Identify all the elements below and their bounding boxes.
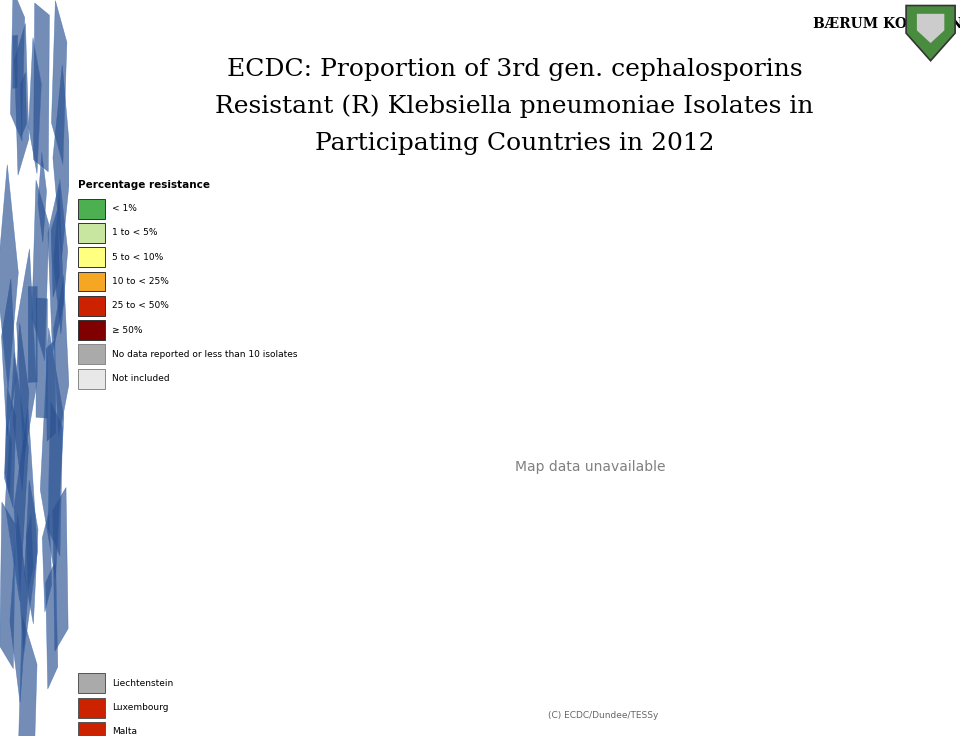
Polygon shape bbox=[14, 24, 29, 175]
Polygon shape bbox=[25, 480, 38, 624]
Bar bbox=[78, 673, 105, 693]
Polygon shape bbox=[53, 487, 68, 651]
Text: Participating Countries in 2012: Participating Countries in 2012 bbox=[315, 132, 714, 155]
Bar bbox=[78, 722, 105, 736]
Text: 1 to < 5%: 1 to < 5% bbox=[112, 228, 157, 238]
Text: Luxembourg: Luxembourg bbox=[112, 703, 168, 712]
Polygon shape bbox=[40, 328, 63, 578]
Polygon shape bbox=[12, 35, 18, 88]
Text: 5 to < 10%: 5 to < 10% bbox=[112, 252, 163, 262]
Polygon shape bbox=[29, 38, 41, 174]
Bar bbox=[78, 320, 105, 340]
Polygon shape bbox=[26, 514, 34, 590]
Bar bbox=[78, 698, 105, 718]
Bar bbox=[78, 344, 105, 364]
Polygon shape bbox=[5, 422, 12, 495]
Polygon shape bbox=[53, 179, 67, 334]
Text: 10 to < 25%: 10 to < 25% bbox=[112, 277, 169, 286]
Text: 25 to < 50%: 25 to < 50% bbox=[112, 301, 169, 311]
Text: No data reported or less than 10 isolates: No data reported or less than 10 isolate… bbox=[112, 350, 298, 359]
Polygon shape bbox=[906, 6, 955, 61]
Text: < 1%: < 1% bbox=[112, 204, 136, 213]
Polygon shape bbox=[2, 279, 16, 436]
Bar bbox=[78, 223, 105, 243]
Polygon shape bbox=[53, 65, 71, 258]
Polygon shape bbox=[28, 286, 37, 383]
Polygon shape bbox=[11, 0, 25, 141]
Polygon shape bbox=[52, 1, 67, 165]
Polygon shape bbox=[38, 152, 46, 242]
Bar bbox=[78, 247, 105, 267]
Bar bbox=[78, 369, 105, 389]
Polygon shape bbox=[32, 180, 49, 361]
Polygon shape bbox=[46, 560, 58, 689]
Text: BÆRUM KOMMUNE: BÆRUM KOMMUNE bbox=[813, 16, 960, 31]
Polygon shape bbox=[48, 400, 62, 556]
Polygon shape bbox=[13, 403, 37, 655]
Text: ECDC: Proportion of 3rd gen. cephalosporins: ECDC: Proportion of 3rd gen. cephalospor… bbox=[227, 58, 803, 82]
Text: Malta: Malta bbox=[112, 727, 137, 736]
Polygon shape bbox=[54, 275, 69, 439]
Polygon shape bbox=[34, 3, 49, 171]
Polygon shape bbox=[16, 249, 36, 460]
Polygon shape bbox=[36, 298, 47, 418]
Text: Liechtenstein: Liechtenstein bbox=[112, 679, 173, 688]
Polygon shape bbox=[17, 616, 37, 736]
Polygon shape bbox=[46, 340, 56, 441]
Bar bbox=[78, 272, 105, 291]
Polygon shape bbox=[0, 502, 15, 668]
Polygon shape bbox=[5, 353, 29, 601]
Bar bbox=[78, 296, 105, 316]
Polygon shape bbox=[42, 511, 52, 612]
Polygon shape bbox=[0, 165, 18, 390]
Text: ≥ 50%: ≥ 50% bbox=[112, 325, 142, 335]
Text: Map data unavailable: Map data unavailable bbox=[515, 460, 665, 475]
Text: (C) ECDC/Dundee/TESSy: (C) ECDC/Dundee/TESSy bbox=[548, 711, 659, 720]
Polygon shape bbox=[13, 323, 29, 491]
Text: Percentage resistance: Percentage resistance bbox=[78, 180, 210, 190]
Polygon shape bbox=[20, 72, 27, 135]
Polygon shape bbox=[5, 387, 16, 508]
Polygon shape bbox=[917, 14, 945, 43]
Text: Resistant (R) Klebsiella pneumoniae Isolates in: Resistant (R) Klebsiella pneumoniae Isol… bbox=[215, 95, 814, 118]
Polygon shape bbox=[51, 210, 60, 297]
Polygon shape bbox=[10, 514, 28, 703]
Bar bbox=[78, 199, 105, 219]
Polygon shape bbox=[48, 183, 63, 353]
Text: Not included: Not included bbox=[112, 374, 170, 383]
